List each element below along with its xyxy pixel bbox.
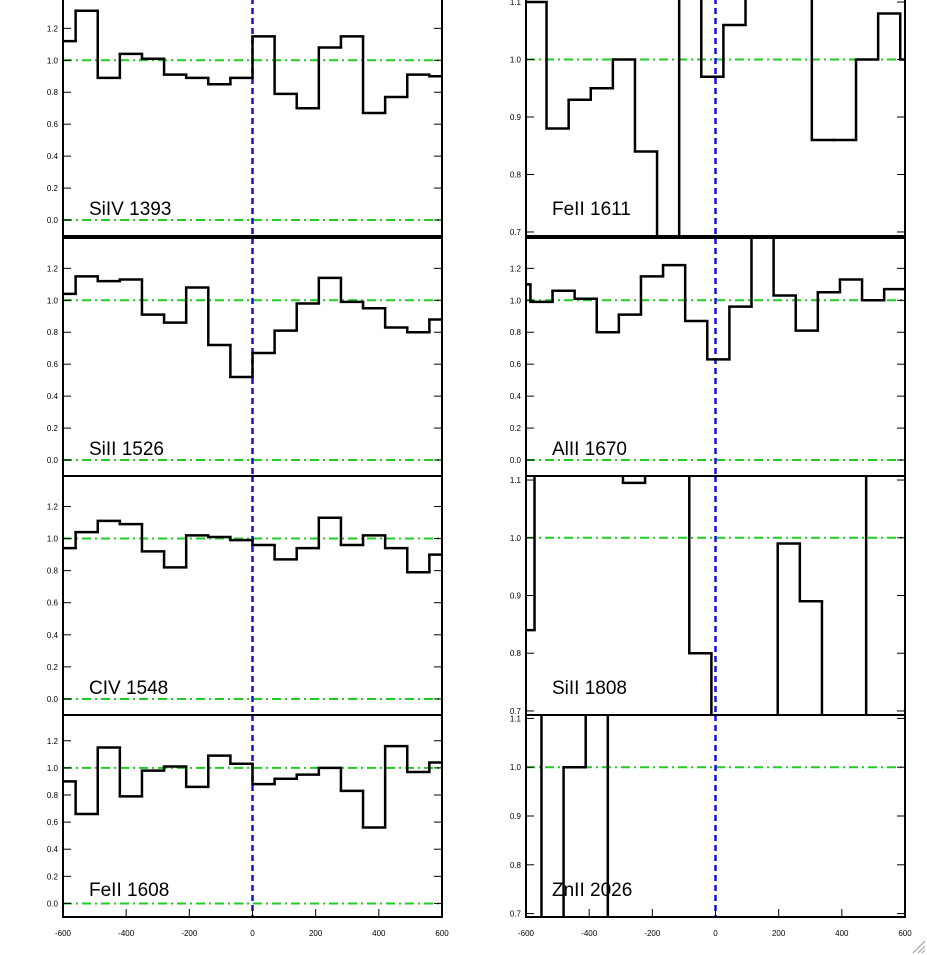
panel [63,238,442,476]
y-tick-label: 1.0 [510,56,522,65]
panel [526,238,905,476]
y-tick-label: 0.9 [510,592,522,601]
x-tick-label: -400 [581,929,598,938]
y-tick-label: 0.4 [47,392,59,401]
y-tick-label: 0.4 [47,845,59,854]
x-tick-label: 400 [835,929,849,938]
panel [63,476,442,715]
panel-label: SiIV 1393 [89,199,171,220]
panel-label: ZnII 2026 [552,880,632,901]
x-tick-label: 600 [898,929,912,938]
panel-label: CIV 1548 [89,678,168,699]
x-tick-label: 0 [713,929,718,938]
y-tick-label: 0.6 [47,599,59,608]
y-tick-label: 0.7 [510,228,522,237]
y-tick-label: 1.0 [510,534,522,543]
y-tick-label: 0.8 [47,328,59,337]
y-tick-label: 0.2 [510,424,522,433]
y-tick-label: 0.0 [510,456,522,465]
panel [63,0,442,236]
panel [526,476,905,715]
y-tick-label: 0.0 [47,695,59,704]
panel-label: SiII 1808 [552,678,627,699]
y-tick-label: 0.6 [510,360,522,369]
y-tick-label: 1.1 [510,476,522,485]
y-tick-label: 1.0 [47,56,59,65]
panel-label: AlII 1670 [552,439,627,460]
x-tick-label: -200 [644,929,661,938]
y-tick-label: 0.6 [47,818,59,827]
x-tick-label: 600 [435,929,449,938]
y-tick-label: 0.0 [47,456,59,465]
y-tick-label: 0.8 [510,861,522,870]
panel-label: SiII 1526 [89,439,164,460]
panel [63,715,442,917]
y-tick-label: 0.6 [47,360,59,369]
grip-line [921,949,926,954]
y-tick-label: 1.1 [510,0,522,7]
y-tick-label: 0.7 [510,707,522,716]
y-tick-label: 0.2 [47,184,59,193]
y-tick-label: 0.7 [510,910,522,919]
y-tick-label: 0.2 [47,872,59,881]
panel [526,0,905,236]
y-tick-label: 0.8 [510,328,522,337]
y-tick-label: 1.0 [510,763,522,772]
grip-line [917,945,926,954]
x-tick-label: 400 [372,929,386,938]
y-tick-label: 0.4 [47,631,59,640]
y-tick-label: 1.2 [47,737,59,746]
y-tick-label: 1.0 [510,296,522,305]
y-tick-label: 0.0 [47,899,59,908]
y-tick-label: 1.2 [510,264,522,273]
y-tick-label: 1.0 [47,296,59,305]
y-tick-label: 1.1 [510,714,522,723]
y-tick-label: 1.0 [47,535,59,544]
x-tick-label: -600 [518,929,535,938]
panel-label: FeII 1608 [89,880,169,901]
y-tick-label: 0.8 [47,88,59,97]
y-tick-label: 1.2 [47,502,59,511]
y-tick-label: 0.9 [510,812,522,821]
panel-label: FeII 1611 [552,199,631,220]
y-tick-label: 0.6 [47,120,59,129]
x-tick-label: 200 [309,929,323,938]
panel [526,715,905,917]
y-tick-label: 0.8 [510,649,522,658]
y-tick-label: 0.0 [47,216,59,225]
y-tick-label: 1.2 [47,24,59,33]
y-tick-label: 1.2 [47,264,59,273]
x-tick-label: -200 [181,929,198,938]
y-tick-label: 0.9 [510,113,522,122]
y-tick-label: 0.8 [47,791,59,800]
y-tick-label: 0.4 [510,392,522,401]
grip-line [912,940,926,954]
x-tick-label: 200 [772,929,786,938]
y-tick-label: 0.2 [47,424,59,433]
x-tick-label: -600 [55,929,72,938]
y-tick-label: 0.2 [47,663,59,672]
panel-frame [62,0,443,237]
y-tick-label: 0.8 [47,567,59,576]
y-tick-label: 0.4 [47,152,59,161]
y-tick-label: 1.0 [47,764,59,773]
y-tick-label: 0.8 [510,170,522,179]
resize-grip [912,940,926,954]
x-tick-label: 0 [250,929,255,938]
x-tick-label: -400 [118,929,135,938]
